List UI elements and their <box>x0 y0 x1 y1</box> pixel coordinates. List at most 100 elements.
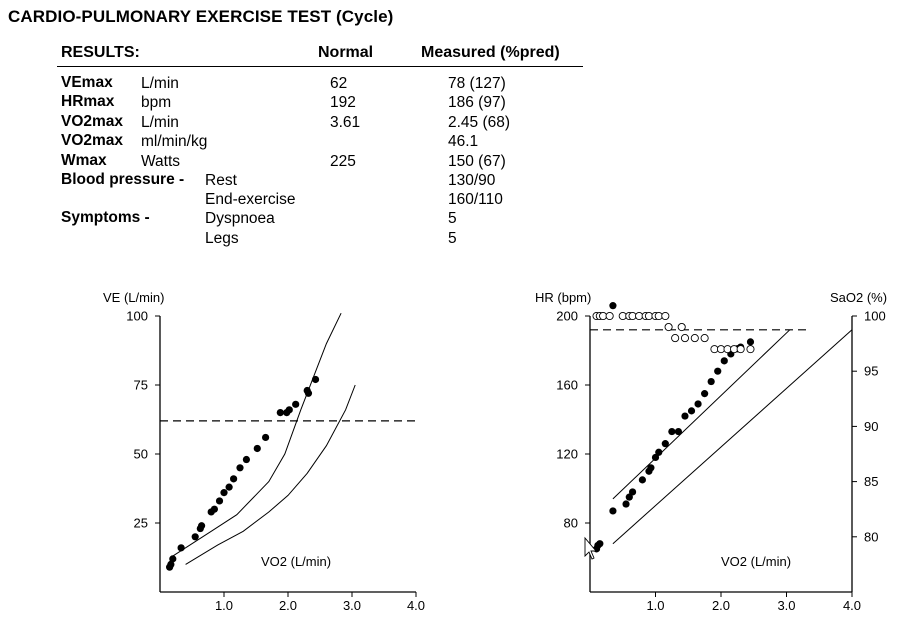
result-measured: 46.1 <box>448 133 479 150</box>
result-unit: Watts <box>141 153 181 170</box>
y2-tick-label: 90 <box>864 419 878 434</box>
y-tick-label: 80 <box>564 516 578 531</box>
y-tick-label: 50 <box>134 447 148 462</box>
x-tick-label: 1.0 <box>646 598 664 613</box>
result-label: HRmax <box>61 93 115 110</box>
data-point-sao2 <box>700 334 709 343</box>
result-normal: 3.61 <box>330 114 361 131</box>
x-axis-label: VO2 (L/min) <box>261 554 331 569</box>
data-point-ve <box>292 400 300 408</box>
data-point-sao2 <box>677 322 686 332</box>
data-point-ve <box>311 375 320 384</box>
data-point-sao2 <box>664 322 673 332</box>
data-point-hr <box>674 427 683 436</box>
data-point-sao2 <box>690 334 699 343</box>
bp-phase: End-exercise <box>205 191 296 208</box>
data-point-hr <box>651 453 660 462</box>
data-point-hr <box>707 377 715 386</box>
y2-axis-label: SaO2 (%) <box>830 290 887 305</box>
symptom-name: Dyspnoea <box>205 210 275 227</box>
normal-limit-line <box>172 312 342 557</box>
x-tick-label: 3.0 <box>777 598 795 613</box>
x-tick-label: 3.0 <box>343 598 361 613</box>
data-point-hr <box>694 400 702 408</box>
data-point-sao2 <box>736 345 745 354</box>
normal-limit-line <box>185 384 356 565</box>
data-point-hr <box>622 500 630 508</box>
result-unit: ml/min/kg <box>141 133 208 150</box>
data-point-ve <box>167 560 175 569</box>
data-point-hr <box>625 493 633 501</box>
data-point-sao2 <box>746 345 755 354</box>
data-point-ve <box>220 489 228 497</box>
data-point-ve <box>230 475 238 483</box>
y-tick-label: 100 <box>126 309 148 324</box>
data-point-hr <box>746 338 755 346</box>
bp-value: 130/90 <box>448 172 496 189</box>
y-tick-label: 200 <box>556 309 578 324</box>
data-point-hr <box>701 390 709 398</box>
data-point-hr <box>628 488 637 496</box>
y-tick-label: 120 <box>556 447 578 462</box>
data-point-hr <box>655 448 663 456</box>
data-point-sao2 <box>661 311 670 321</box>
data-point-hr <box>638 476 647 484</box>
result-label: VEmax <box>61 74 113 91</box>
y2-tick-label: 85 <box>864 474 878 489</box>
y-tick-label: 25 <box>134 516 148 531</box>
normal-limit-line <box>612 329 791 500</box>
blood-pressure-label: Blood pressure - <box>61 171 185 188</box>
data-point-hr <box>714 367 722 375</box>
page-title: CARDIO-PULMONARY EXERCISE TEST (Cycle) <box>8 7 394 26</box>
x-tick-label: 1.0 <box>215 598 233 613</box>
result-measured: 78 (127) <box>448 75 506 92</box>
data-point-hr <box>596 540 604 548</box>
result-unit: L/min <box>141 114 179 131</box>
normal-column-header: Normal <box>318 44 374 61</box>
normal-limit-line <box>612 329 853 545</box>
result-normal: 192 <box>330 94 356 111</box>
measured-column-header: Measured (%pred) <box>421 44 560 61</box>
y2-tick-label: 100 <box>864 309 886 324</box>
result-label: VO2max <box>61 113 124 130</box>
result-unit: bpm <box>141 94 172 111</box>
x-axis-label: VO2 (L/min) <box>721 554 791 569</box>
data-point-hr <box>720 357 728 365</box>
data-point-ve <box>210 505 218 513</box>
data-point-hr <box>687 407 696 415</box>
data-point-sao2 <box>605 311 614 321</box>
data-point-ve <box>276 409 284 417</box>
data-point-sao2 <box>680 334 690 343</box>
data-point-hr <box>681 412 689 420</box>
data-point-ve <box>253 444 261 453</box>
result-normal: 62 <box>330 75 348 92</box>
data-point-ve <box>215 497 224 505</box>
data-point-ve <box>225 483 233 491</box>
y2-tick-label: 95 <box>864 364 878 379</box>
data-point-hr <box>661 440 669 448</box>
data-point-ve <box>262 433 270 442</box>
mouse-cursor-icon <box>584 536 597 560</box>
symptoms-label: Symptoms - <box>61 209 150 226</box>
data-point-sao2 <box>671 334 680 343</box>
symptom-name: Legs <box>205 230 239 247</box>
x-tick-label: 4.0 <box>407 598 425 613</box>
symptom-value: 5 <box>448 230 457 247</box>
bp-value: 160/110 <box>448 191 503 208</box>
results-header: RESULTS: <box>61 44 140 61</box>
result-unit: L/min <box>141 75 179 92</box>
data-point-hr <box>647 464 655 472</box>
data-point-hr <box>668 427 676 436</box>
x-tick-label: 2.0 <box>712 598 730 613</box>
data-point-ve <box>236 464 244 472</box>
y-tick-label: 160 <box>556 378 578 393</box>
data-point-ve <box>304 389 313 397</box>
y-axis-label: HR (bpm) <box>535 290 591 305</box>
result-label: Wmax <box>61 152 107 169</box>
result-measured: 150 (67) <box>448 153 506 170</box>
data-point-ve <box>169 555 177 563</box>
data-point-ve <box>242 455 250 464</box>
header-divider <box>57 66 583 67</box>
y2-tick-label: 80 <box>864 529 878 544</box>
